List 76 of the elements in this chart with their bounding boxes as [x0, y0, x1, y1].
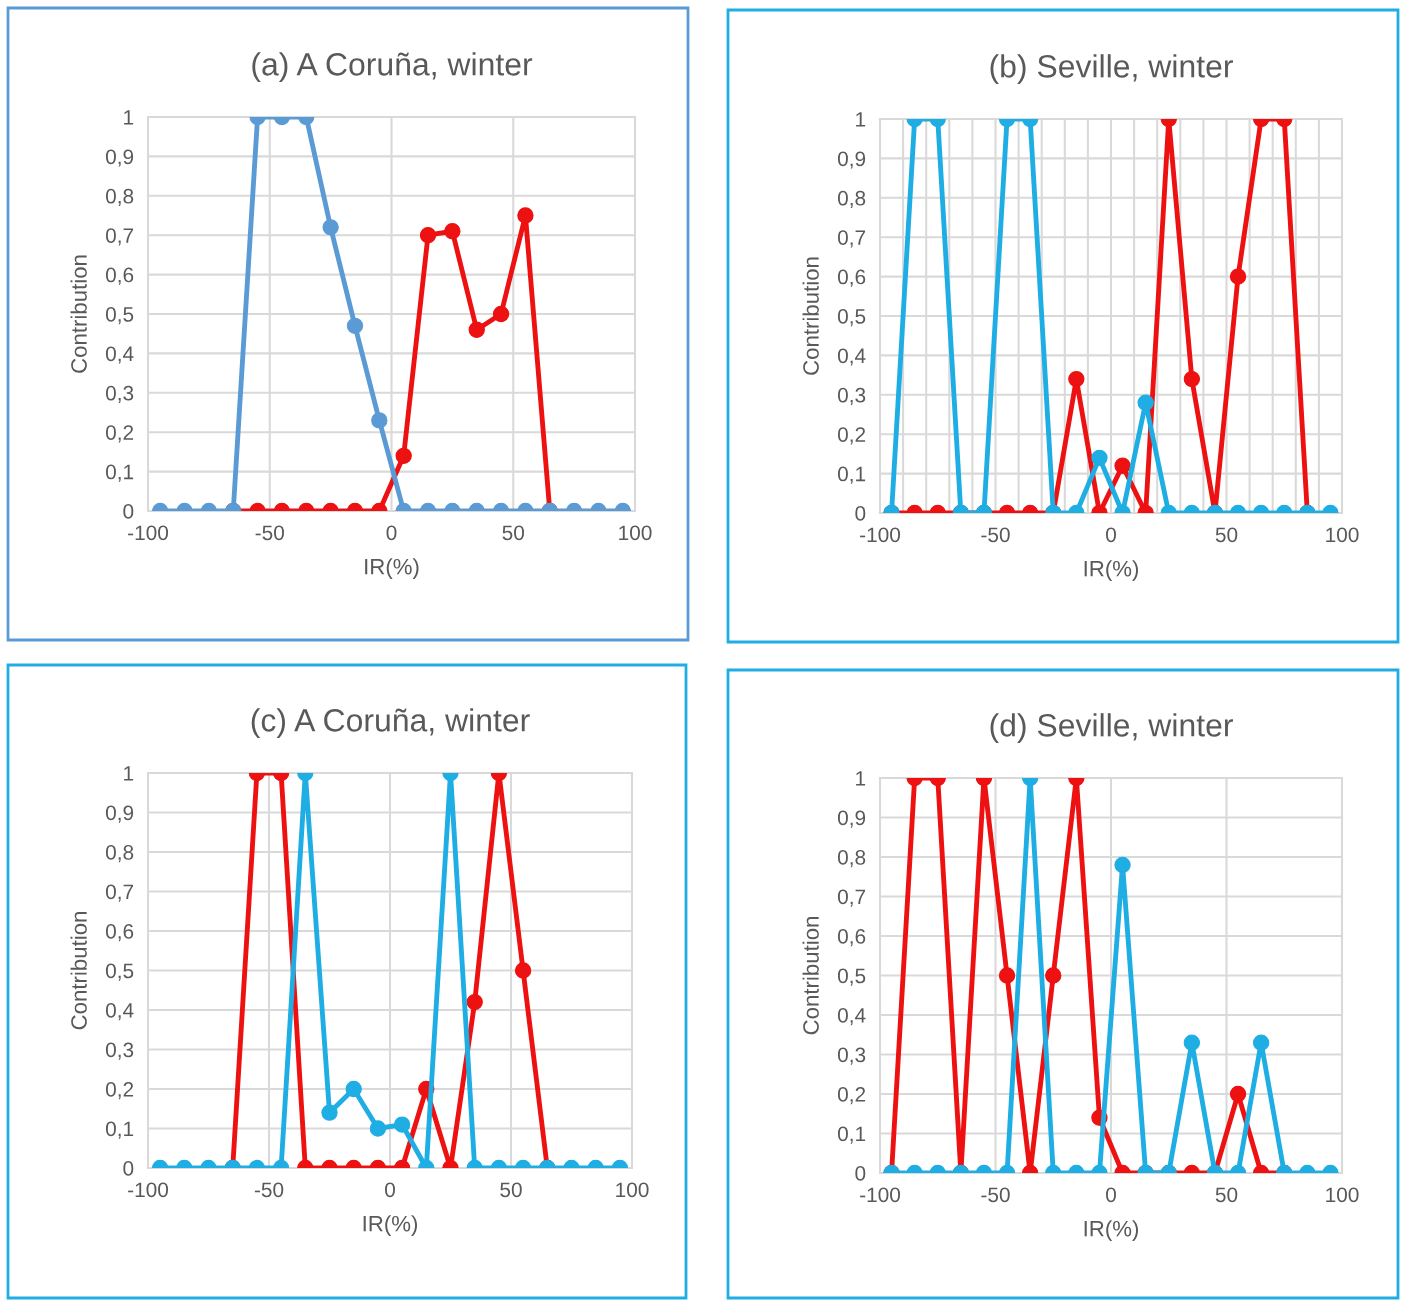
y-tick-label: 0,9 [837, 151, 866, 169]
y-tick-label: 0,4 [837, 348, 866, 366]
x-tick-label: 50 [1215, 1187, 1238, 1203]
y-tick-label: 1 [856, 771, 866, 786]
chart-title: (b) Seville, winter [990, 54, 1233, 84]
y-tick-label: 0,6 [837, 269, 866, 287]
y-tick-label: 0,2 [837, 427, 866, 445]
y-tick-label: 0,5 [105, 963, 134, 981]
y-tick-label: 0,1 [837, 466, 866, 484]
x-axis-title: IR(%) [365, 558, 419, 579]
y-tick-label: 0 [123, 1161, 134, 1176]
y-tick-label: 0,3 [837, 1047, 866, 1065]
x-tick-label: -50 [254, 1182, 284, 1198]
y-tick-label: 0,1 [105, 1121, 134, 1139]
y-tick-label: 0,8 [837, 190, 866, 209]
y-tick-label: 0,9 [837, 810, 866, 828]
y-tick-label: 0,8 [837, 850, 866, 868]
x-tick-label: 0 [1106, 1187, 1116, 1203]
y-tick-label: 0,7 [105, 228, 134, 246]
x-tick-label: -50 [981, 1187, 1010, 1203]
x-tick-label: 50 [502, 525, 525, 541]
x-tick-label: -50 [255, 525, 284, 541]
y-tick-label: 0,6 [105, 924, 134, 942]
y-tick-label: 0 [855, 1166, 866, 1181]
x-tick-label: 0 [386, 525, 397, 541]
y-tick-label: 0,1 [837, 1126, 866, 1144]
y-tick-label: 0,4 [837, 1008, 866, 1026]
y-tick-label: 0,7 [105, 884, 134, 902]
chart-title: (d) Seville, winter [990, 713, 1233, 743]
y-tick-label: 0,5 [105, 307, 134, 325]
y-tick-label: 0,9 [105, 149, 134, 167]
chart-title: (c) A Coruña, winter [251, 708, 530, 738]
x-tick-label: -100 [128, 525, 169, 541]
x-tick-label: 100 [1326, 527, 1359, 543]
y-tick-label: 0,4 [105, 346, 134, 364]
y-tick-label: 0,6 [105, 267, 134, 285]
y-tick-label: 0,3 [105, 1042, 134, 1060]
y-tick-label: 1 [856, 112, 866, 127]
y-tick-label: 0,8 [105, 188, 134, 207]
y-tick-label: 0,3 [837, 387, 866, 406]
y-tick-label: 0,6 [837, 929, 866, 947]
y-tick-label: 0,4 [105, 1003, 134, 1021]
y-tick-label: 0,7 [837, 889, 866, 907]
y-tick-label: 0,7 [837, 230, 866, 248]
x-tick-label: -100 [860, 1187, 901, 1203]
x-tick-label: 0 [385, 1182, 395, 1198]
y-tick-label: 0 [855, 506, 866, 521]
x-tick-label: -100 [128, 1182, 169, 1198]
x-tick-label: 0 [1106, 527, 1116, 543]
y-tick-label: 0,1 [105, 464, 134, 482]
y-tick-label: 0,3 [105, 385, 134, 404]
y-axis-title: Contribution [802, 257, 819, 375]
x-axis-title: IR(%) [363, 1215, 418, 1236]
y-axis-title: Contribution [70, 912, 87, 1030]
y-tick-label: 1 [124, 766, 134, 781]
y-tick-label: 0,2 [105, 425, 134, 443]
y-axis-title: Contribution [70, 255, 87, 373]
y-tick-label: 0,5 [837, 309, 866, 327]
y-tick-label: 0 [123, 504, 134, 519]
x-tick-label: -50 [981, 527, 1010, 543]
x-tick-label: 50 [1215, 527, 1238, 543]
y-tick-label: 0,8 [105, 845, 134, 863]
y-axis-title: Contribution [802, 917, 819, 1035]
x-tick-label: 100 [616, 1182, 649, 1198]
x-tick-label: -100 [860, 527, 901, 543]
y-tick-label: 0,5 [837, 968, 866, 986]
y-tick-label: 0,2 [837, 1087, 866, 1105]
x-tick-label: 50 [500, 1182, 522, 1198]
y-tick-label: 0,9 [105, 805, 134, 823]
y-tick-label: 1 [124, 110, 134, 125]
chart-title: (a) A Coruña, winter [252, 52, 533, 82]
x-axis-title: IR(%) [1084, 1220, 1139, 1241]
y-tick-label: 0,2 [105, 1082, 134, 1100]
x-tick-label: 100 [619, 525, 652, 541]
x-axis-title: IR(%) [1084, 560, 1139, 581]
x-tick-label: 100 [1326, 1187, 1359, 1203]
